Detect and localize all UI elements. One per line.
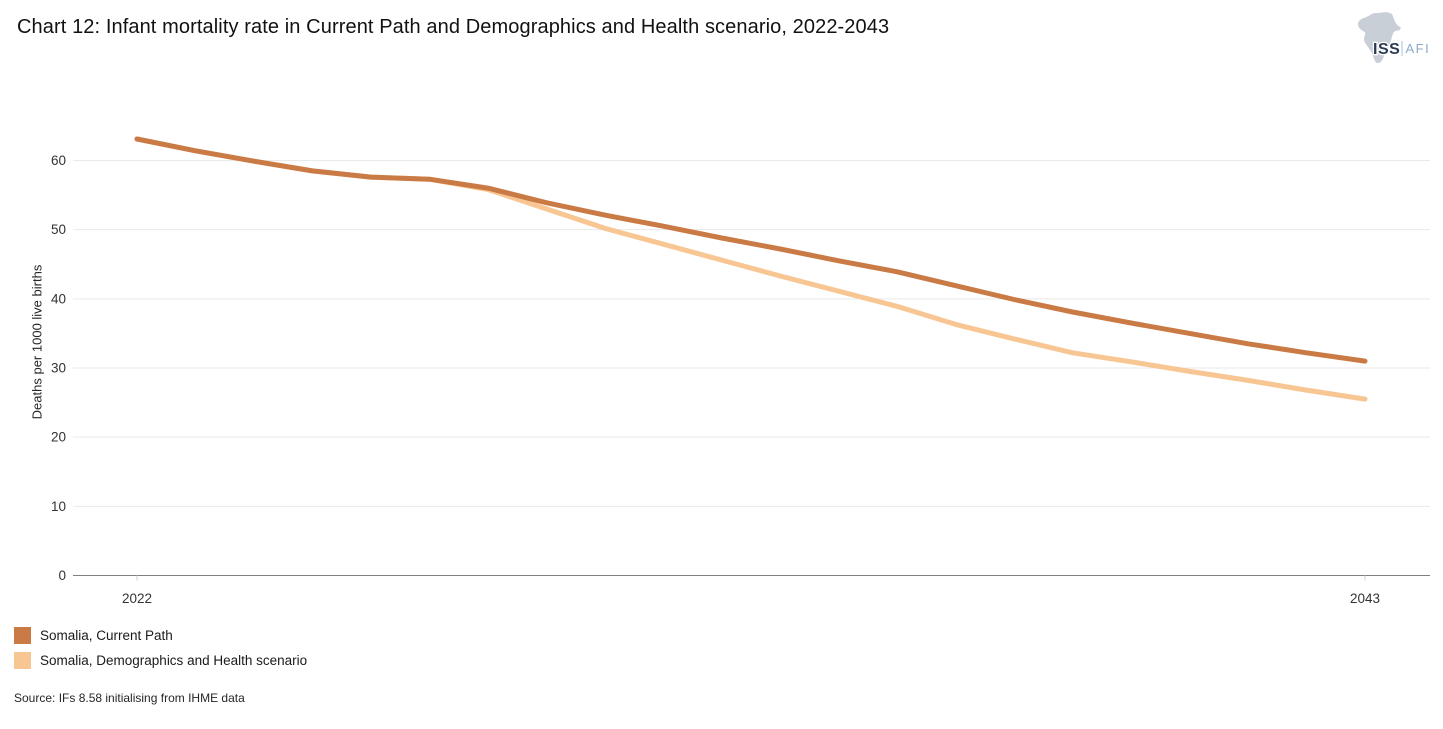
legend-swatch-demographics-health	[14, 652, 31, 669]
y-tick-label: 0	[58, 568, 66, 583]
y-tick-label: 20	[51, 430, 66, 445]
legend-label-demographics-health: Somalia, Demographics and Health scenari…	[40, 653, 308, 668]
logo-iss-text: ISS	[1373, 41, 1400, 58]
legend-swatch-current-path	[14, 627, 31, 644]
y-tick-label: 60	[51, 153, 66, 168]
y-tick-label: 30	[51, 360, 66, 375]
y-tick-label: 50	[51, 222, 66, 237]
y-axis-title: Deaths per 1000 live births	[29, 264, 45, 420]
y-tick-label: 10	[51, 499, 66, 514]
series-line-current-path	[134, 136, 1368, 364]
iss-afi-logo-svg: ISS AFI	[1357, 12, 1431, 63]
legend-item-current-path: Somalia, Current Path	[14, 627, 307, 644]
africa-silhouette-icon	[1357, 12, 1401, 63]
x-tick-label: 2043	[1350, 591, 1380, 606]
x-tick-label: 2022	[122, 591, 152, 606]
legend-label-current-path: Somalia, Current Path	[40, 628, 173, 643]
y-tick-label: 40	[51, 291, 66, 306]
series-line-demographics-health	[134, 136, 1368, 402]
source-note: Source: IFs 8.58 initialising from IHME …	[14, 691, 245, 705]
legend: Somalia, Current Path Somalia, Demograph…	[14, 627, 307, 669]
iss-afi-logo: ISS AFI	[1355, 7, 1433, 67]
chart-title: Chart 12: Infant mortality rate in Curre…	[17, 16, 890, 38]
logo-afi-text: AFI	[1406, 41, 1431, 56]
legend-item-demographics-health: Somalia, Demographics and Health scenari…	[14, 652, 307, 669]
